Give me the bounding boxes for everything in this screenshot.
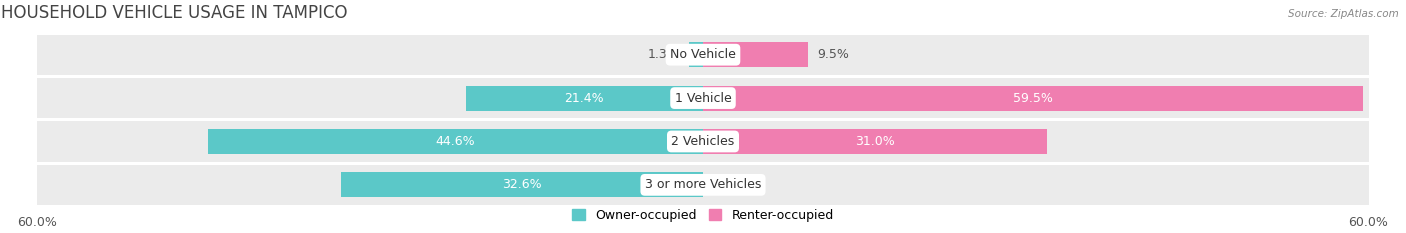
Bar [703,86,1362,111]
Bar [465,86,703,111]
Bar [38,78,1368,118]
Text: 1 Vehicle: 1 Vehicle [675,92,731,105]
Bar [689,42,703,67]
Text: 21.4%: 21.4% [564,92,605,105]
Text: No Vehicle: No Vehicle [671,48,735,61]
Text: 1.3%: 1.3% [648,48,679,61]
Text: Source: ZipAtlas.com: Source: ZipAtlas.com [1288,9,1399,19]
Text: 3 or more Vehicles: 3 or more Vehicles [645,178,761,191]
Text: 31.0%: 31.0% [855,135,894,148]
Bar [38,121,1368,162]
Text: 44.6%: 44.6% [436,135,475,148]
Bar [342,172,703,197]
Legend: Owner-occupied, Renter-occupied: Owner-occupied, Renter-occupied [572,209,834,222]
Bar [38,165,1368,205]
Text: 9.5%: 9.5% [817,48,849,61]
Bar [38,34,1368,75]
Bar [703,42,808,67]
Text: HOUSEHOLD VEHICLE USAGE IN TAMPICO: HOUSEHOLD VEHICLE USAGE IN TAMPICO [1,4,347,22]
Text: 0.0%: 0.0% [711,178,744,191]
Bar [703,129,1047,154]
Text: 32.6%: 32.6% [502,178,541,191]
Text: 59.5%: 59.5% [1014,92,1053,105]
Text: 2 Vehicles: 2 Vehicles [672,135,734,148]
Bar [208,129,703,154]
